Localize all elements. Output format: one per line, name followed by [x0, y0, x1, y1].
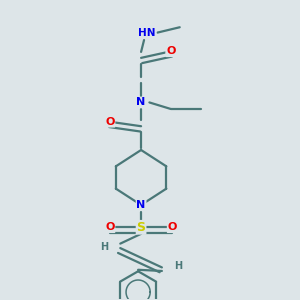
Text: H: H — [174, 261, 182, 271]
Text: O: O — [168, 222, 177, 232]
Text: O: O — [166, 46, 176, 56]
Text: O: O — [105, 117, 115, 127]
Text: N: N — [136, 98, 146, 107]
Text: H: H — [100, 242, 108, 252]
Text: S: S — [136, 221, 146, 234]
Text: HN: HN — [138, 28, 156, 38]
Text: O: O — [105, 222, 115, 232]
Text: N: N — [136, 200, 146, 210]
